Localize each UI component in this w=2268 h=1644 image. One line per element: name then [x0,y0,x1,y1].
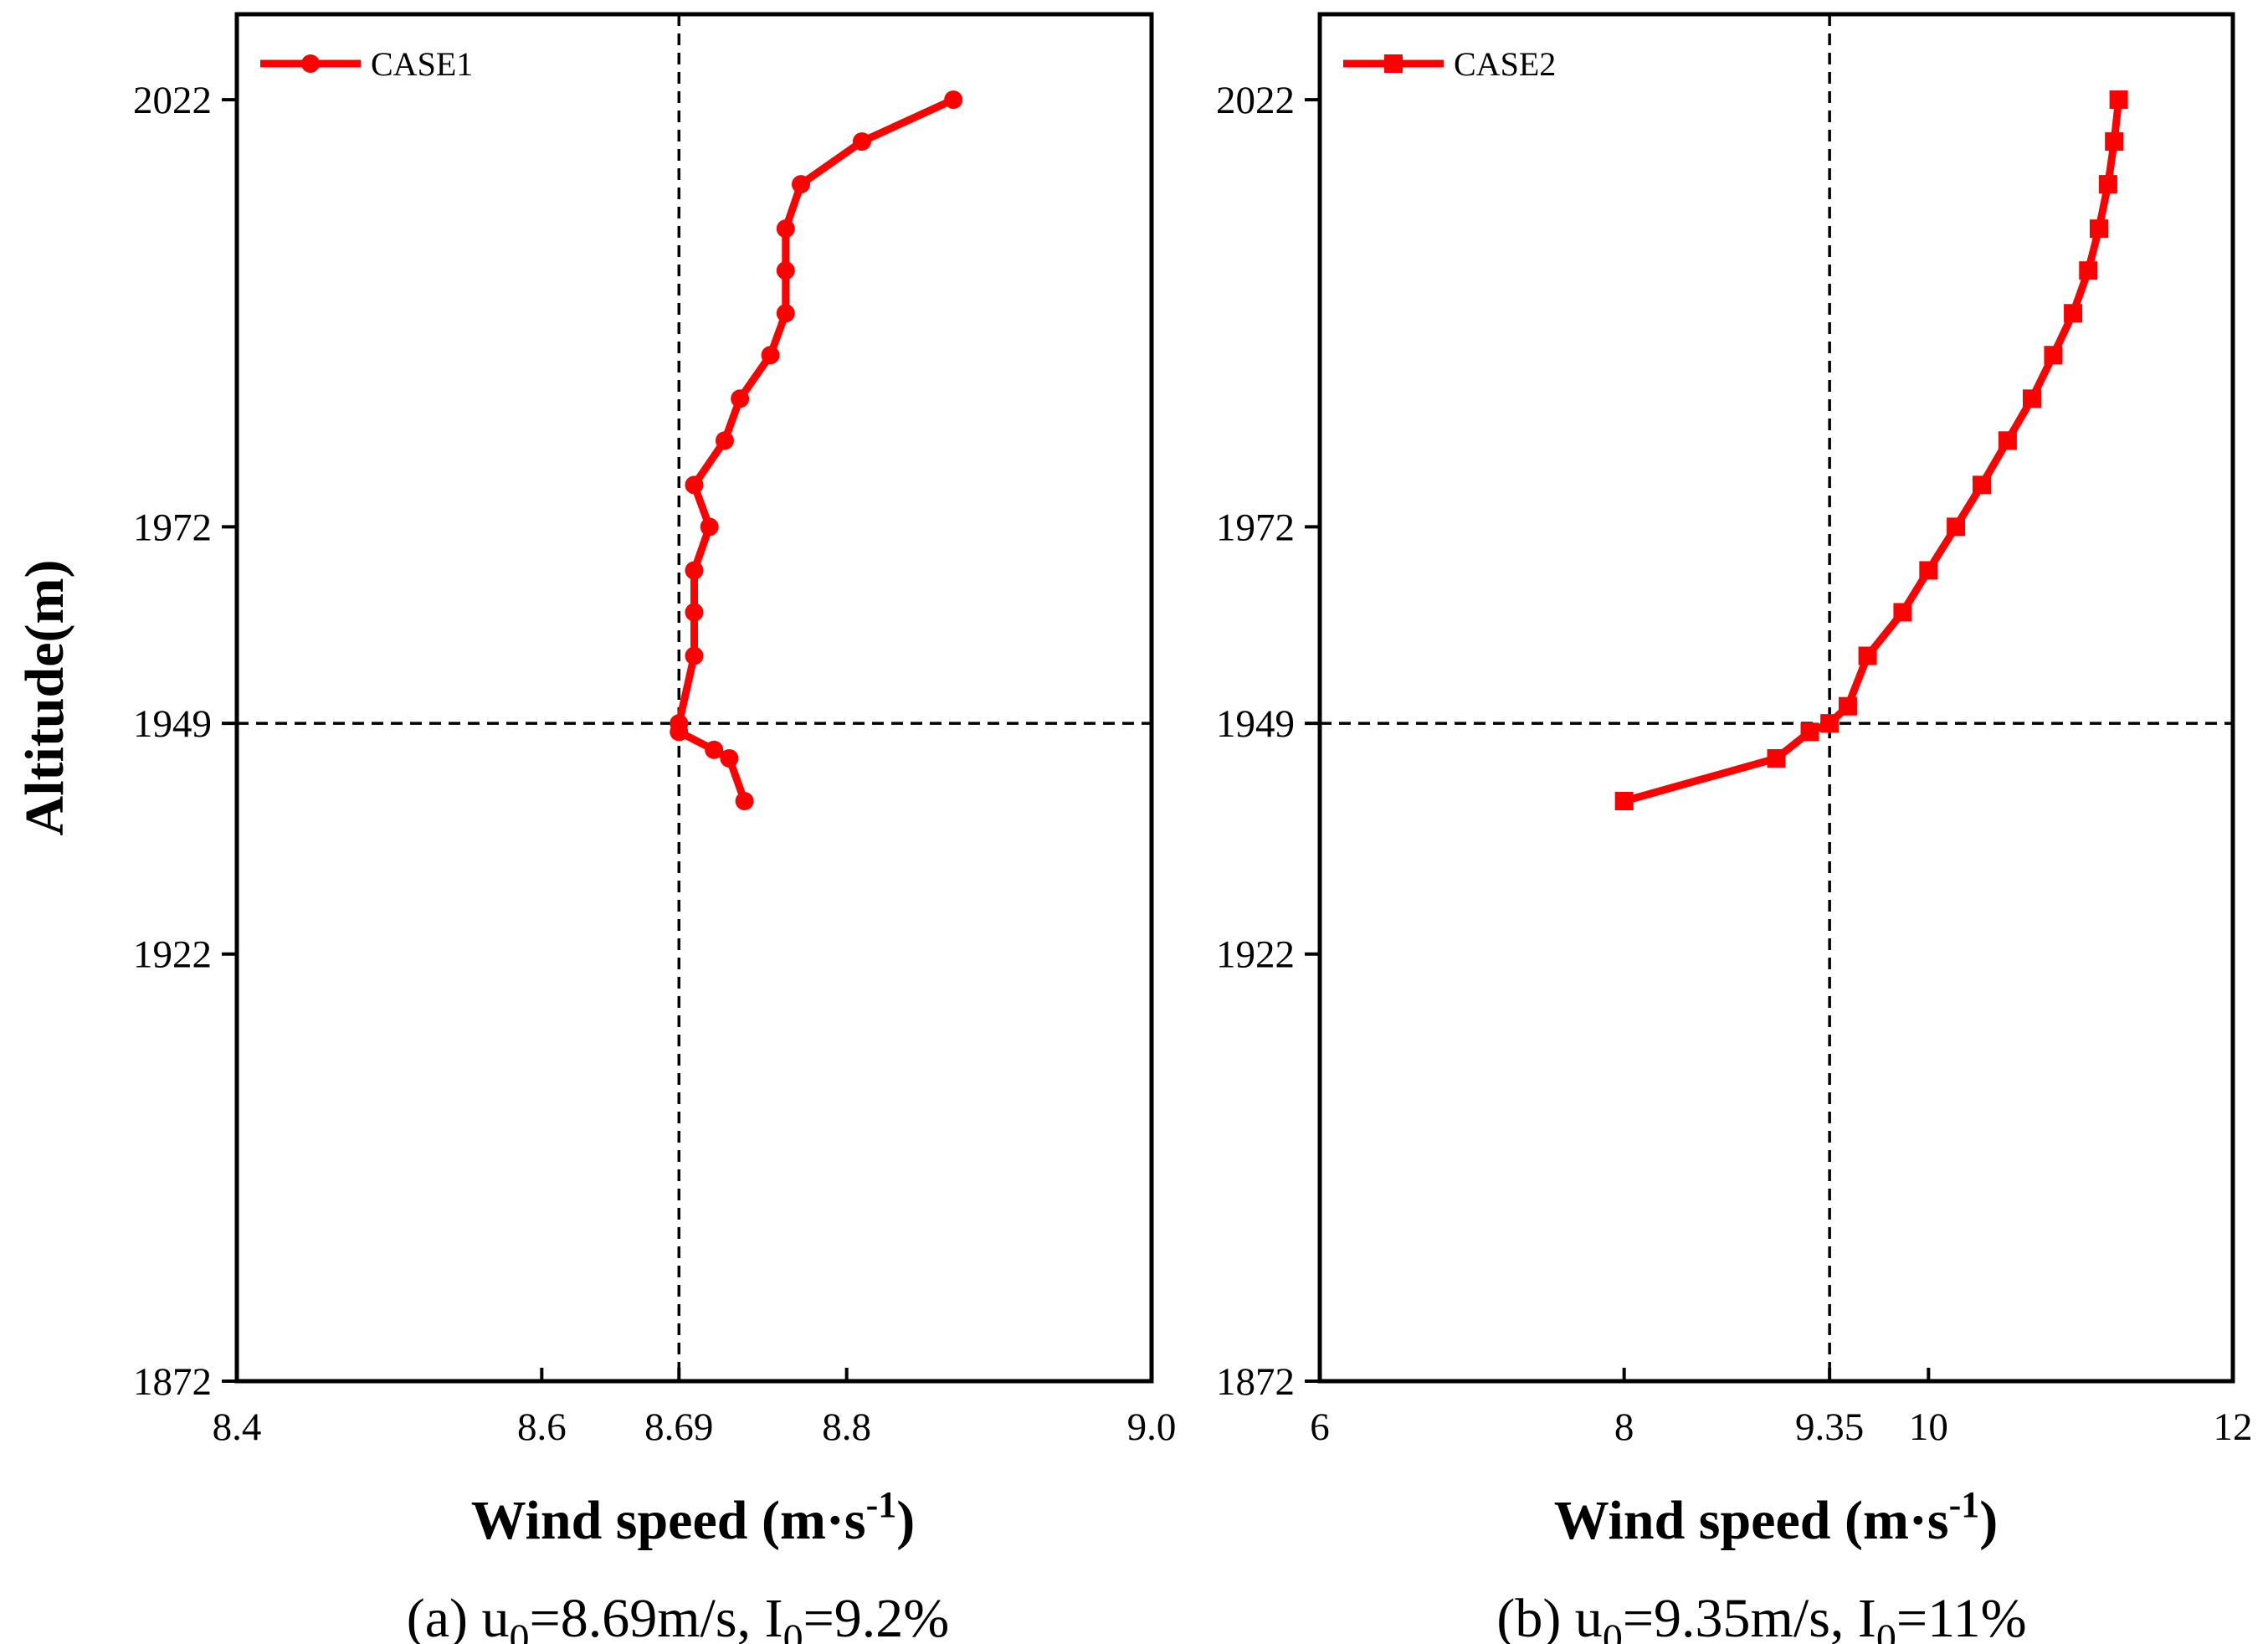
data-point-case1 [944,90,963,110]
x-axis-title-end: ) [896,1490,915,1551]
data-point-case1 [685,561,704,580]
data-point-case1 [776,261,795,280]
legend-marker-case1 [301,54,320,73]
data-point-case2 [1893,603,1912,622]
y-tick-label-a: 1872 [133,1360,212,1404]
panel-b: 6 8 9.35 10 12 1872 1922 1949 1972 2022 Wind speed… [1216,12,2253,1644]
y-tick-label-b: 1972 [1216,506,1295,549]
x-tick-label-a: 8.8 [822,1405,871,1449]
y-tick-label-b: 1949 [1216,702,1295,746]
data-point-case2 [2098,175,2117,194]
data-point-case2 [1838,696,1857,716]
data-point-case2 [2109,90,2128,110]
legend-marker-case2 [1384,54,1403,73]
data-point-case2 [2105,132,2124,152]
data-point-case2 [1858,646,1877,665]
y-tick-label-b: 2022 [1216,79,1295,122]
data-point-case2 [2079,261,2098,280]
data-point-case2 [1998,431,2017,450]
data-point-case1 [792,175,811,194]
data-point-case1 [705,740,724,759]
caption-suffix: =11% [1896,1588,2027,1644]
plot-frame-a [234,12,1154,1384]
data-point-case1 [776,304,795,323]
caption-middle: =8.69m/s, I [530,1588,783,1644]
x-tick-label-b: 6 [1310,1405,1330,1449]
y-tick-label-b: 1872 [1216,1360,1295,1404]
data-point-case2 [2044,346,2063,365]
x-axis-title-superscript: -1 [1949,1484,1980,1525]
x-tick-label-a: 8.69 [644,1405,713,1449]
series-line-case1 [675,95,957,805]
caption-subscript: 0 [1876,1616,1896,1644]
y-axis-title: Altitude(m) [14,560,75,836]
data-point-case1 [715,431,734,450]
data-point-case1 [735,791,754,810]
data-point-case1 [685,603,704,622]
data-point-case2 [2089,219,2108,239]
x-axis-title-main: Wind speed (m·s [471,1490,866,1551]
x-axis-title-main: Wind speed (m·s [1554,1490,1949,1551]
caption-subscript: 0 [783,1616,803,1644]
data-point-case1 [700,517,719,537]
caption-prefix: (b) u [1496,1588,1602,1644]
data-point-case2 [1820,714,1840,733]
data-point-case2 [2064,304,2083,323]
data-point-case1 [731,389,750,408]
data-point-case1 [685,475,704,495]
caption-subscript: 0 [1603,1616,1623,1644]
y-tick-label-a: 2022 [133,79,212,122]
y-tick-label-a: 1922 [133,933,212,977]
x-axis-title-a: Wind speed (m·s-1) [471,1484,916,1551]
data-point-case1 [670,714,689,733]
x-axis-title-superscript: -1 [866,1484,897,1525]
caption-middle: =9.35m/s, I [1623,1588,1876,1644]
y-tick-label-a: 1949 [133,702,212,746]
legend-label-case2: CASE2 [1454,45,1556,83]
x-axis-title-end: ) [1979,1490,1998,1551]
series-line-case2 [1620,95,2123,805]
y-tick-label-b: 1922 [1216,933,1295,977]
x-tick-label-a: 8.4 [213,1405,262,1449]
caption-suffix: =9.2% [803,1588,950,1644]
data-point-case2 [1614,791,1634,810]
data-point-case2 [1947,517,1966,537]
x-tick-label-b: 8 [1614,1405,1634,1449]
data-point-case1 [761,346,780,365]
x-tick-label-b: 12 [2214,1405,2253,1449]
data-point-case2 [1919,561,1938,580]
caption-prefix: (a) u [407,1588,510,1644]
data-point-case2 [1972,475,1991,495]
data-point-case2 [2022,389,2041,408]
x-tick-label-a: 8.6 [517,1405,567,1449]
x-tick-label-b: 9.35 [1795,1405,1864,1449]
x-tick-label-a: 9.0 [1127,1405,1177,1449]
caption-b: (b) u0=9.35m/s, I0=11% [1496,1588,2026,1644]
data-point-case1 [720,748,739,768]
data-point-case1 [776,219,795,239]
data-point-case2 [1800,722,1819,742]
x-tick-label-b: 10 [1909,1405,1948,1449]
data-point-case1 [685,646,704,665]
caption-subscript: 0 [510,1616,530,1644]
legend-label-case1: CASE1 [371,45,473,83]
data-point-case2 [1767,748,1786,768]
data-point-case1 [852,132,871,152]
y-tick-label-a: 1972 [133,506,212,549]
panel-a: 8.4 8.6 8.69 8.8 9.0 1872 1922 1949 1972 2022 Alti… [14,12,1177,1644]
caption-a: (a) u0=8.69m/s, I0=9.2% [407,1588,950,1644]
plot-frame-b [1317,12,2235,1384]
x-axis-title-b: Wind speed (m·s-1) [1554,1484,1999,1551]
